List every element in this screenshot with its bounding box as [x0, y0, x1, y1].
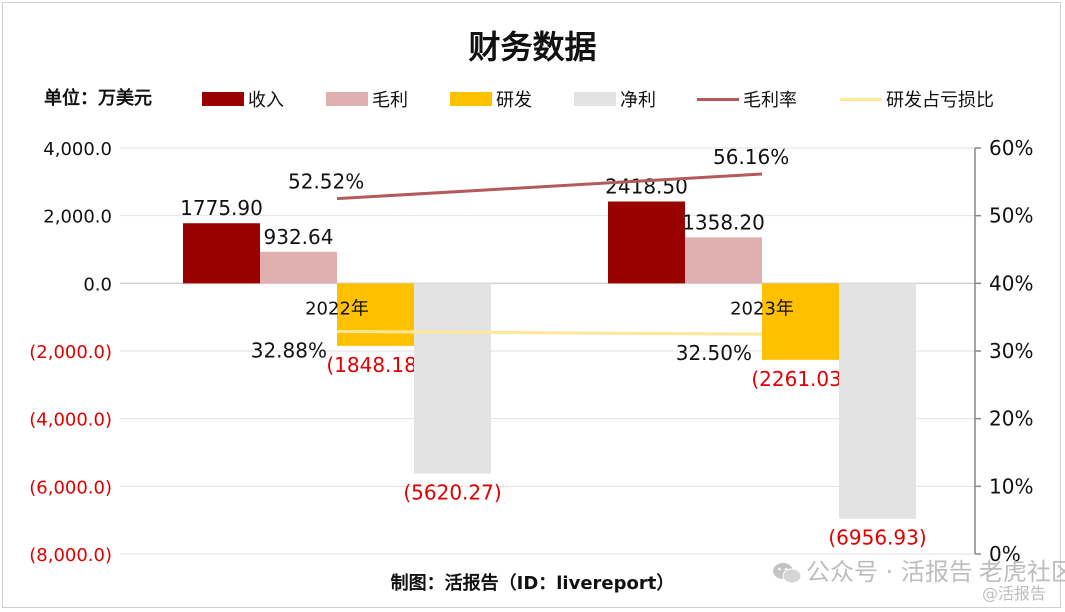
bar-0-1	[608, 201, 685, 284]
bar-2-0	[337, 283, 414, 346]
category-label-1: 2023年	[730, 298, 794, 319]
legend-label-4: 毛利率	[743, 90, 797, 111]
line-label-0-0: 52.52%	[288, 170, 364, 194]
right-tick-label-5: 10%	[989, 474, 1033, 498]
left-tick-label-2: 0.0	[83, 274, 112, 295]
right-tick-label-4: 20%	[989, 407, 1033, 431]
left-tick-label-6: (8,000.0)	[29, 545, 112, 566]
right-tick-label-0: 60%	[989, 136, 1033, 160]
legend-label-3: 净利	[620, 90, 656, 111]
source-label: 制图：活报告（ID：livereport）	[390, 573, 675, 594]
legend-swatch-2	[450, 92, 492, 106]
legend-swatch-5	[840, 97, 882, 101]
data-label-2-1: (2261.03)	[751, 367, 849, 391]
left-tick-label-4: (4,000.0)	[29, 410, 112, 431]
left-tick-label-5: (6,000.0)	[29, 477, 112, 498]
legend-swatch-3	[574, 92, 616, 106]
watermark-text: 公众号 · 活报告	[806, 558, 973, 586]
data-label-1-0: 932.64	[264, 225, 334, 249]
data-label-0-0: 1775.90	[180, 196, 263, 220]
legend-item-3: 净利	[574, 86, 656, 111]
legend-label-2: 研发	[496, 90, 532, 111]
legend-label-0: 收入	[248, 90, 284, 111]
line-label-0-1: 56.16%	[713, 145, 789, 169]
legend-label-1: 毛利	[372, 90, 408, 111]
legend-item-2: 研发	[450, 86, 532, 111]
data-label-1-1: 1358.20	[682, 210, 765, 234]
bar-3-0	[414, 283, 491, 474]
bar-2-1	[762, 283, 839, 360]
legend-swatch-0	[202, 92, 244, 106]
right-tick-label-6: 0%	[989, 542, 1021, 566]
line-series-1	[336, 330, 763, 336]
data-label-2-0: (1848.18)	[326, 353, 424, 377]
right-tick-label-1: 50%	[989, 204, 1033, 228]
legend-swatch-1	[326, 92, 368, 106]
legend-item-1: 毛利	[326, 86, 408, 111]
unit-label: 单位：万美元	[44, 88, 152, 109]
legend-swatch-4	[697, 97, 739, 101]
legend-item-4: 毛利率	[697, 86, 797, 111]
bar-0-0	[183, 223, 260, 284]
category-label-0: 2022年	[305, 298, 369, 319]
line-label-1-0: 32.88%	[251, 339, 327, 363]
line-series-0	[336, 172, 763, 201]
bar-1-1	[685, 237, 762, 284]
left-tick-label-1: 2,000.0	[43, 207, 112, 228]
bar-3-1	[839, 283, 916, 519]
left-tick-label-0: 4,000.0	[43, 139, 112, 160]
data-label-3-1: (6956.93)	[828, 526, 926, 550]
right-tick-label-3: 30%	[989, 339, 1033, 363]
bar-1-0	[260, 251, 337, 284]
left-tick-label-3: (2,000.0)	[29, 342, 112, 363]
wechat-icon	[773, 563, 802, 584]
chart-title: 财务数据	[468, 28, 597, 66]
watermark-tag: 老虎社区	[978, 558, 1065, 586]
watermark: 公众号 · 活报告 老虎社区	[772, 552, 1065, 587]
legend-label-5: 研发占亏损比	[886, 90, 994, 111]
data-label-3-0: (5620.27)	[403, 480, 501, 504]
legend-item-0: 收入	[202, 86, 284, 111]
watermark-sub: @活报告	[982, 584, 1047, 603]
right-tick-label-2: 40%	[989, 271, 1033, 295]
line-label-1-1: 32.50%	[676, 341, 752, 365]
legend-item-5: 研发占亏损比	[840, 86, 994, 111]
